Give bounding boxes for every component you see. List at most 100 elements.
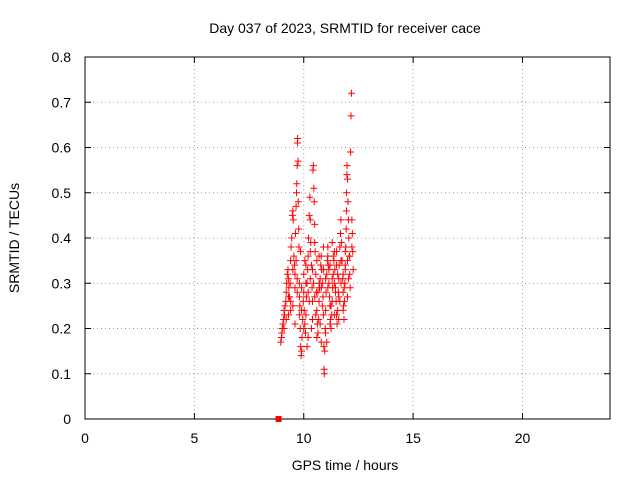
data-point xyxy=(284,311,292,319)
data-point xyxy=(291,270,299,278)
data-point xyxy=(316,320,324,328)
data-point xyxy=(348,216,356,224)
data-point xyxy=(287,243,295,251)
data-point xyxy=(281,302,289,310)
data-point xyxy=(313,257,321,265)
data-point xyxy=(317,284,325,292)
data-point xyxy=(330,257,338,265)
x-tick-label: 20 xyxy=(515,430,531,446)
data-point xyxy=(320,370,328,378)
data-point xyxy=(301,320,309,328)
y-tick-label: 0.2 xyxy=(52,321,72,337)
data-point xyxy=(334,270,342,278)
data-point xyxy=(319,293,327,301)
data-point xyxy=(298,334,306,342)
data-point xyxy=(337,216,345,224)
data-point xyxy=(345,234,353,242)
data-point xyxy=(333,320,341,328)
data-point xyxy=(302,279,310,287)
data-point xyxy=(307,325,315,332)
data-point xyxy=(339,306,347,314)
data-point xyxy=(331,288,339,296)
x-axis-label: GPS time / hours xyxy=(292,457,399,473)
data-point xyxy=(327,302,335,310)
axis-ticks xyxy=(84,56,610,420)
data-point xyxy=(283,270,291,278)
data-point xyxy=(309,315,316,323)
x-tick-label: 10 xyxy=(296,430,312,446)
data-point xyxy=(312,270,320,278)
data-point xyxy=(306,248,314,256)
data-point xyxy=(319,311,327,319)
y-axis-label: SRMTID / TECUs xyxy=(6,183,22,293)
data-point xyxy=(292,202,300,210)
grid-layer xyxy=(85,57,610,419)
data-point xyxy=(315,297,323,305)
y-tick-label: 0.6 xyxy=(52,140,72,156)
data-point xyxy=(296,248,304,256)
data-point xyxy=(299,297,307,305)
data-point xyxy=(341,248,349,256)
data-point xyxy=(345,275,353,283)
data-point xyxy=(306,216,314,224)
data-point xyxy=(284,293,292,301)
data-point xyxy=(330,311,338,319)
x-tick-label: 15 xyxy=(405,430,421,446)
data-point xyxy=(309,162,317,170)
data-point xyxy=(335,315,343,323)
data-point xyxy=(342,207,350,215)
data-point xyxy=(328,239,336,247)
data-point xyxy=(302,311,310,319)
data-point xyxy=(336,297,344,305)
data-point xyxy=(348,229,356,237)
data-point xyxy=(295,243,303,251)
data-point xyxy=(347,89,355,97)
data-point xyxy=(346,252,354,260)
data-point xyxy=(286,279,294,287)
data-point xyxy=(327,325,335,332)
data-point xyxy=(343,171,351,179)
data-point xyxy=(330,279,338,287)
y-tick-label: 0 xyxy=(63,411,71,427)
data-point xyxy=(344,175,351,183)
data-point xyxy=(300,325,308,332)
data-point xyxy=(321,347,329,355)
data-point xyxy=(302,329,309,337)
data-point xyxy=(343,162,351,170)
data-point xyxy=(344,293,351,301)
data-point xyxy=(301,257,309,265)
data-point xyxy=(339,288,347,296)
data-point xyxy=(298,347,306,355)
data-point xyxy=(295,225,303,233)
data-point xyxy=(320,343,328,351)
data-point xyxy=(311,220,319,228)
data-point xyxy=(295,293,303,301)
data-point xyxy=(295,279,303,287)
x-tick-labels: 0 5 10 15 20 xyxy=(81,430,530,446)
data-point xyxy=(293,189,301,197)
data-point xyxy=(337,279,345,287)
data-point xyxy=(287,297,295,305)
y-tick-label: 0.3 xyxy=(52,275,72,291)
data-point xyxy=(310,198,318,206)
data-point xyxy=(291,261,299,269)
data-point xyxy=(340,284,348,292)
data-point xyxy=(277,338,285,346)
zero-point-marker xyxy=(275,416,282,422)
data-point xyxy=(291,284,299,292)
data-point xyxy=(323,270,331,278)
data-point xyxy=(308,284,316,292)
data-point xyxy=(289,266,297,274)
data-point xyxy=(309,266,316,274)
data-point xyxy=(333,248,341,256)
data-point xyxy=(329,252,337,260)
data-point xyxy=(293,288,301,296)
data-point xyxy=(315,315,323,323)
data-point xyxy=(299,315,307,323)
data-point xyxy=(326,293,334,301)
data-point xyxy=(305,297,313,305)
data-points xyxy=(275,89,357,422)
data-point xyxy=(310,279,318,287)
data-point xyxy=(322,329,330,337)
